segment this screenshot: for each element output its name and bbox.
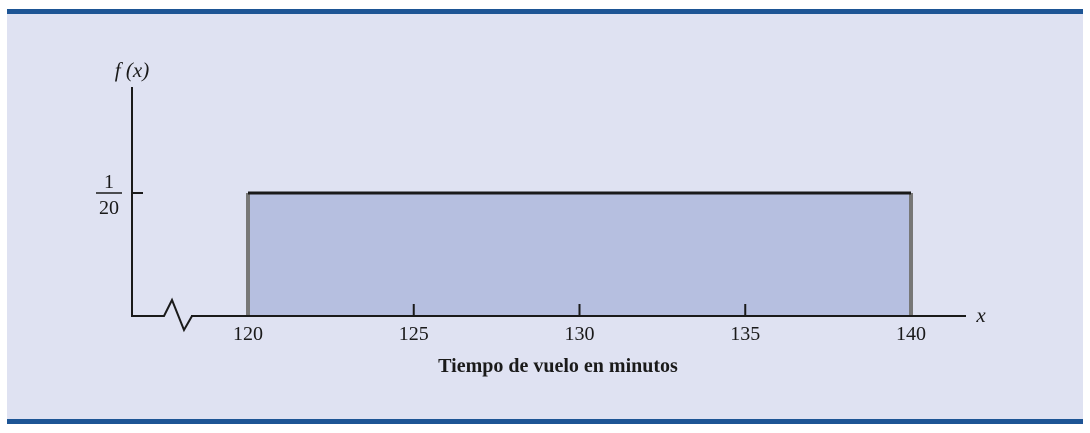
x-tick-label: 125 — [399, 323, 429, 345]
x-tick-label: 140 — [896, 323, 926, 345]
y-tick-numerator: 1 — [104, 171, 114, 193]
x-axis-symbol: x — [975, 303, 986, 327]
x-tick-label: 135 — [730, 323, 760, 345]
y-tick-denominator: 20 — [99, 197, 119, 219]
x-tick-label: 130 — [565, 323, 595, 345]
y-axis-label: f (x) — [115, 58, 149, 82]
uniform-density-area — [248, 193, 911, 316]
x-ticks: 120 125 130 135 140 — [233, 304, 926, 345]
x-axis-break — [131, 297, 193, 333]
x-tick-label: 120 — [233, 323, 263, 345]
x-axis-title: Tiempo de vuelo en minutos — [438, 355, 678, 377]
